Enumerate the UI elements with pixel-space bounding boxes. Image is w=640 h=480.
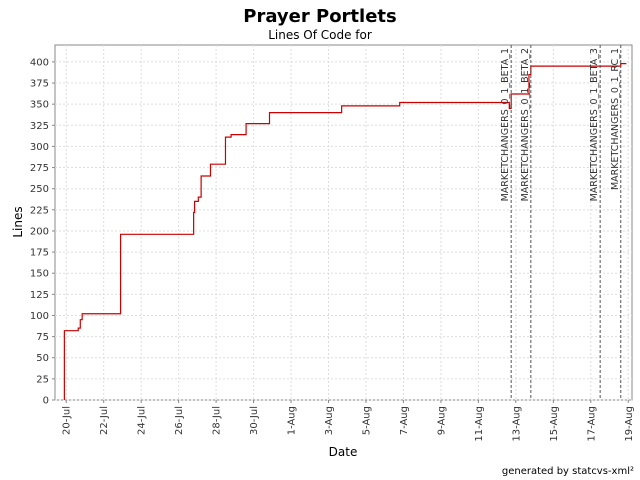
y-tick-label: 275 [30,163,49,174]
chart-subtitle: Lines Of Code for [268,28,372,42]
y-tick-label: 150 [30,269,49,280]
marker-label: MARKETCHANGERS_0_1_BETA_2 [520,48,531,201]
y-tick-label: 400 [30,57,49,68]
x-tick-label: 28-Jul [212,406,223,435]
chart-title: Prayer Portlets [243,6,396,27]
marker-label: MARKETCHANGERS_0_1_RC_1 [610,48,621,190]
y-tick-label: 25 [36,374,49,385]
x-tick-label: 20-Jul [62,406,73,435]
y-tick-label: 125 [30,290,49,301]
y-tick-label: 0 [43,396,49,407]
x-tick-label: 11-Aug [474,406,485,442]
x-tick-label: 17-Aug [586,406,597,442]
x-tick-label: 19-Aug [624,406,635,442]
x-tick-label: 7-Aug [399,406,410,435]
footer: generated by statcvs-xml² [502,466,634,477]
x-tick-label: 5-Aug [361,406,372,435]
y-tick-label: 225 [30,205,49,216]
x-tick-label: 3-Aug [324,406,335,435]
marker-label: MARKETCHANGERS_0_1_BETA_3 [589,48,600,201]
x-tick-label: 15-Aug [549,406,560,442]
x-tick-label: 26-Jul [174,406,185,435]
y-tick-label: 100 [30,311,49,322]
y-tick-label: 200 [30,226,49,237]
y-tick-label: 300 [30,142,49,153]
y-tick-label: 50 [36,353,49,364]
x-axis-label: Date [329,445,358,459]
x-tick-label: 30-Jul [249,406,260,435]
y-tick-label: 375 [30,79,49,90]
y-tick-label: 350 [30,100,49,111]
marker-label: MARKETCHANGERS_0_1_BETA_1 [500,48,511,201]
x-tick-label: 9-Aug [436,406,447,435]
x-tick-label: 1-Aug [287,406,298,435]
y-tick-label: 75 [36,332,49,343]
y-tick-label: 175 [30,248,49,259]
x-tick-label: 13-Aug [511,406,522,442]
step-line [63,62,627,400]
y-tick-label: 250 [30,184,49,195]
x-tick-label: 22-Jul [99,406,110,435]
y-tick-label: 325 [30,121,49,132]
x-tick-label: 24-Jul [137,406,148,435]
y-axis-label: Lines [11,206,25,237]
